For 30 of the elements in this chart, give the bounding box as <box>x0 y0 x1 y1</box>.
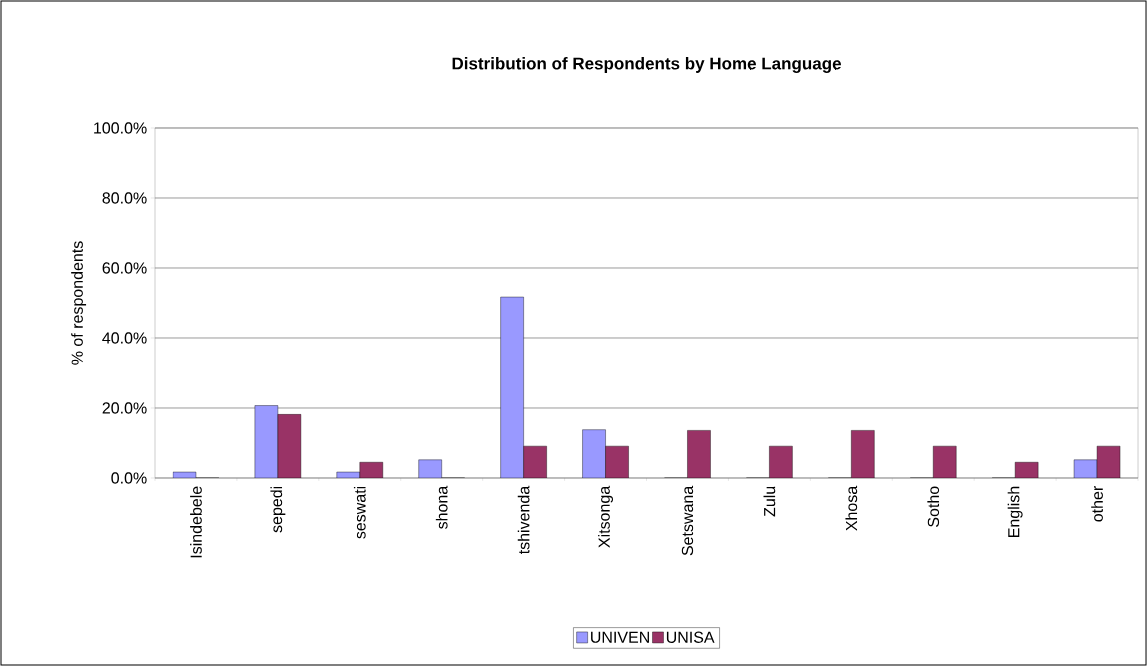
x-tick-label: tshivenda <box>517 485 530 555</box>
x-tick-label: Sotho <box>927 486 940 527</box>
bar <box>933 445 957 478</box>
x-tick-label: Isindebele <box>190 486 202 558</box>
y-tick-label: 100.0% <box>94 122 147 134</box>
bar <box>523 445 547 478</box>
x-tick-label: other <box>1091 486 1103 522</box>
legend-label: UNISA <box>666 631 715 643</box>
x-tick-label: Setswana <box>681 485 694 556</box>
x-tick-label: shona <box>435 485 448 529</box>
x-tick-label: sepedi <box>270 486 286 533</box>
y-tick-label: 20.0% <box>102 402 147 414</box>
y-tick-label: 80.0% <box>102 192 147 204</box>
y-tick-label: 0.0% <box>111 472 147 484</box>
y-tick-label: 60.0% <box>102 262 147 274</box>
bar <box>605 445 629 478</box>
bar <box>769 445 793 478</box>
bar <box>851 430 875 478</box>
legend-label: UNIVEN <box>591 631 649 643</box>
x-tick-label: Zulu <box>763 486 776 517</box>
chart-title: Distribution of Respondents by Home Language <box>452 57 841 73</box>
y-tick-label: 40.0% <box>102 332 147 344</box>
bar <box>500 296 524 478</box>
bar <box>687 430 711 478</box>
x-tick-label: Xhosa <box>845 485 858 531</box>
x-tick-label: Xitsonga <box>598 485 614 548</box>
bar <box>582 429 606 478</box>
x-tick-label: English <box>1007 486 1023 537</box>
y-axis-title: % of respondents <box>71 241 87 365</box>
x-tick-label: seswati <box>353 486 366 539</box>
